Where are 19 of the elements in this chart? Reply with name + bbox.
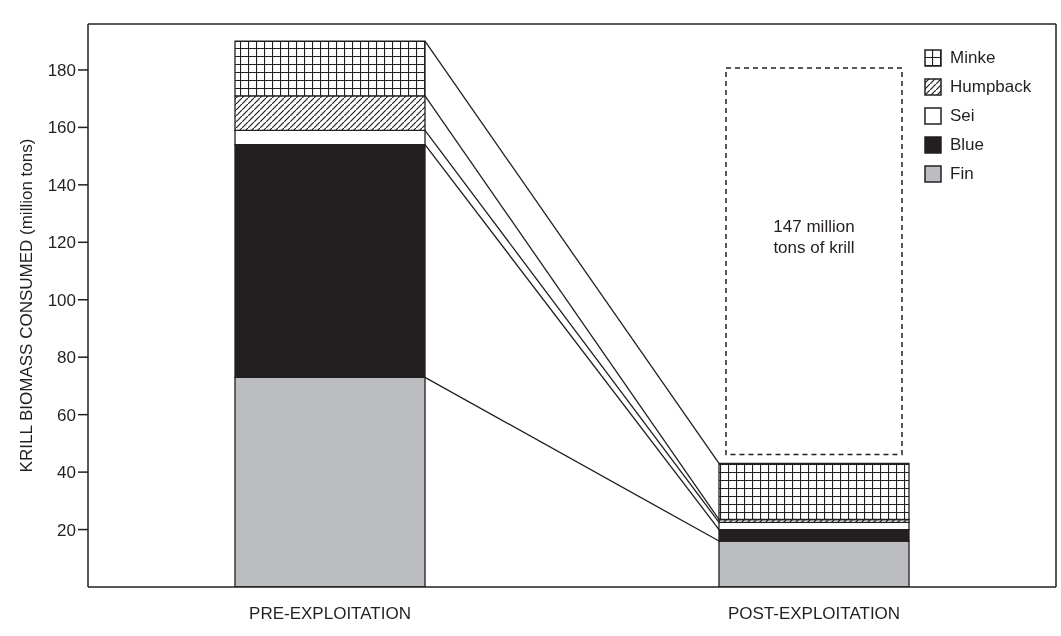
y-tick-label: 80	[57, 348, 76, 368]
y-tick-label: 40	[57, 463, 76, 483]
x-tick-label: POST-EXPLOITATION	[727, 604, 901, 624]
bar	[718, 462, 910, 521]
y-tick-label: 140	[47, 175, 76, 195]
legend-label: Blue	[950, 135, 985, 155]
y-tick-label: 120	[47, 233, 76, 253]
y-axis-title: KRILL BIOMASS CONSUMED (million tons)	[16, 138, 36, 473]
legend-label: Sei	[950, 106, 975, 126]
x-tick-label: PRE-EXPLOITATION	[249, 604, 411, 624]
legend-label: Humpback	[950, 77, 1032, 97]
annotation: 147 million tons of krill	[773, 216, 855, 257]
y-tick-label: 100	[47, 290, 76, 310]
legend-label: Minke	[950, 48, 996, 68]
y-tick-label: 20	[57, 520, 76, 540]
legend-label: Fin	[950, 164, 974, 184]
y-tick-label: 160	[47, 118, 76, 138]
y-tick-label: 180	[47, 60, 76, 80]
y-tick-label: 60	[57, 405, 76, 425]
